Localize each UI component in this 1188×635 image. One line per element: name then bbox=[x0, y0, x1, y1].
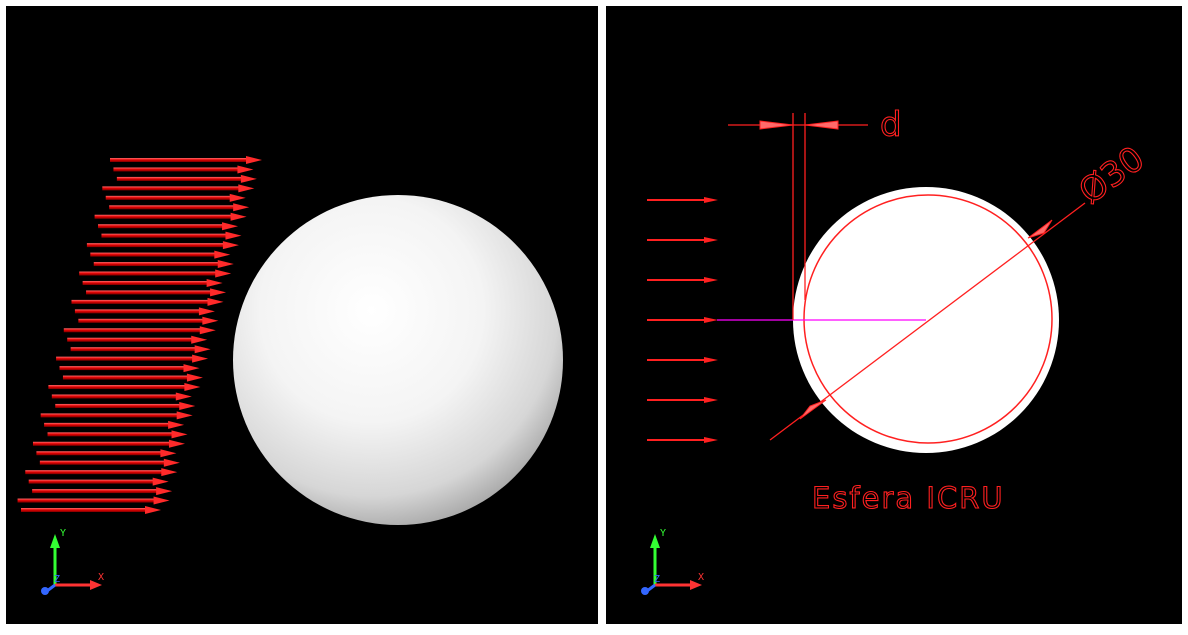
y-axis-label: Y bbox=[60, 528, 66, 539]
left-arrow bbox=[48, 383, 201, 392]
left-arrow bbox=[32, 487, 173, 496]
left-arrow bbox=[62, 373, 203, 382]
dimension-label-d: d bbox=[880, 105, 902, 145]
x-axis-label: X bbox=[698, 572, 704, 583]
left-arrow bbox=[86, 241, 239, 250]
z-axis-label: Z bbox=[54, 574, 60, 585]
beam-arrow bbox=[647, 357, 718, 363]
z-axis-dot bbox=[41, 587, 49, 595]
right-beam-arrows bbox=[647, 197, 718, 443]
left-arrow bbox=[44, 420, 185, 429]
depth-dimension: d bbox=[728, 104, 902, 320]
left-arrow bbox=[79, 269, 232, 278]
beam-arrow bbox=[647, 437, 718, 443]
beam-arrow bbox=[647, 277, 718, 283]
left-arrow bbox=[63, 326, 216, 335]
left-3d-sphere bbox=[233, 195, 563, 525]
beam-arrow bbox=[647, 397, 718, 403]
left-arrow bbox=[47, 430, 188, 439]
left-arrow bbox=[21, 506, 161, 514]
x-axis-arrow bbox=[690, 580, 702, 590]
beam-arrow bbox=[647, 317, 718, 323]
left-arrow bbox=[90, 250, 231, 259]
y-axis-arrow bbox=[650, 534, 660, 548]
sphere-caption: Esfera ICRU bbox=[812, 481, 1005, 515]
left-arrow bbox=[109, 203, 250, 212]
left-arrow bbox=[67, 335, 208, 344]
left-arrow bbox=[17, 496, 170, 505]
left-arrow bbox=[116, 174, 257, 183]
left-arrow bbox=[28, 477, 169, 486]
left-arrow bbox=[82, 278, 223, 287]
left-arrow bbox=[40, 411, 193, 420]
dimension-arrow-right bbox=[804, 120, 839, 130]
right-axis-icon: Y X Z bbox=[641, 528, 704, 595]
left-arrow bbox=[78, 316, 219, 325]
z-axis-label: Z bbox=[654, 574, 660, 585]
left-arrow-field bbox=[17, 156, 262, 514]
left-arrow bbox=[93, 260, 234, 269]
left-arrow bbox=[94, 212, 247, 221]
x-axis-label: X bbox=[98, 572, 104, 583]
diameter-arrow-top bbox=[1027, 219, 1053, 239]
beam-arrow bbox=[647, 197, 718, 203]
y-axis-label: Y bbox=[660, 528, 666, 539]
beam-arrow bbox=[647, 237, 718, 243]
left-arrow bbox=[59, 364, 200, 373]
left-arrow bbox=[56, 354, 209, 363]
left-arrow bbox=[101, 231, 242, 240]
left-arrow bbox=[36, 449, 177, 458]
left-arrow bbox=[102, 184, 255, 193]
left-arrow bbox=[86, 288, 227, 297]
dimension-arrow-left bbox=[759, 120, 794, 130]
sphere-inner-circle bbox=[803, 194, 1053, 444]
diameter-line bbox=[769, 202, 1086, 441]
left-arrow bbox=[110, 156, 262, 164]
left-arrow bbox=[105, 193, 246, 202]
left-arrow bbox=[71, 297, 224, 306]
sphere-shaded bbox=[233, 195, 563, 525]
left-arrow bbox=[25, 468, 178, 477]
left-arrow bbox=[55, 401, 196, 410]
left-axis-icon: Y X Z bbox=[41, 528, 104, 595]
viewport-divider bbox=[599, 6, 605, 624]
left-arrow bbox=[51, 392, 192, 401]
left-arrow bbox=[74, 307, 215, 316]
left-arrow bbox=[98, 222, 239, 231]
z-axis-dot bbox=[641, 587, 649, 595]
left-arrow bbox=[113, 165, 254, 174]
x-axis-arrow bbox=[90, 580, 102, 590]
diameter-arrow-bottom bbox=[799, 399, 827, 420]
left-arrow bbox=[39, 458, 180, 467]
left-arrow bbox=[32, 439, 185, 448]
left-arrow bbox=[70, 345, 211, 354]
y-axis-arrow bbox=[50, 534, 60, 548]
